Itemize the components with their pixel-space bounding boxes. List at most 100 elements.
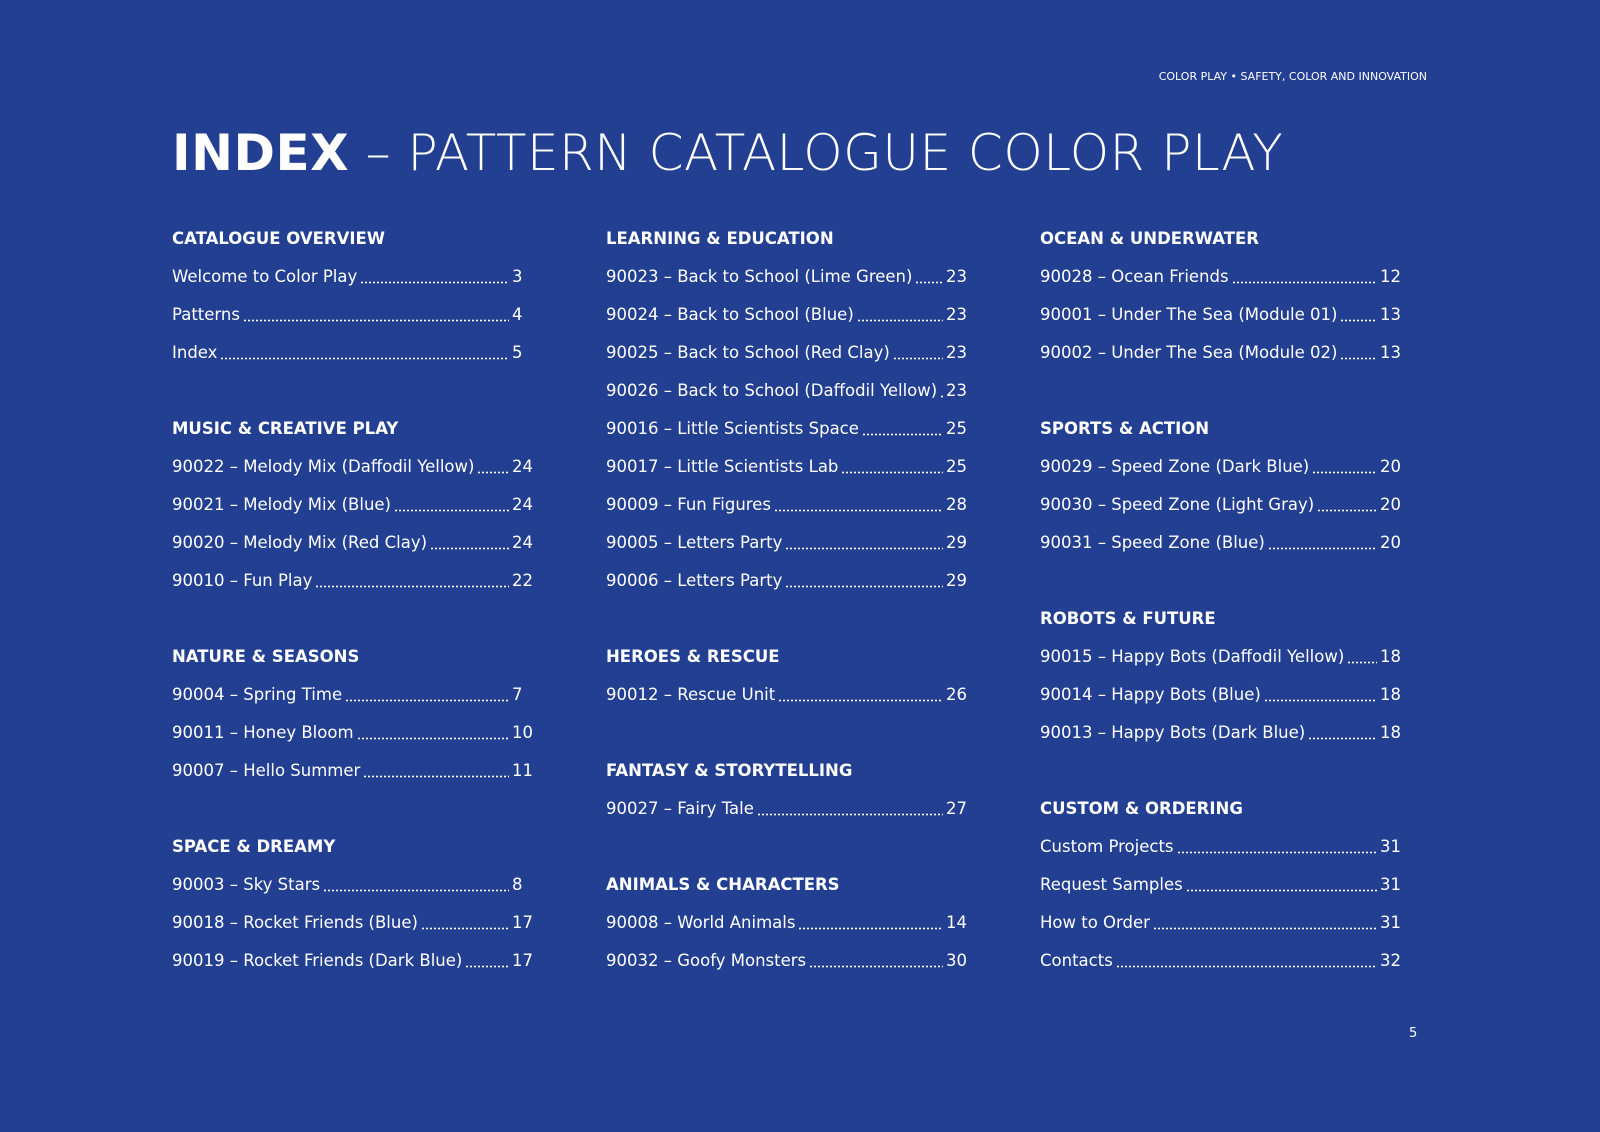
entry-page: 22 — [512, 571, 533, 590]
index-section: ROBOTS & FUTURE 90015 – Happy Bots (Daffo… — [1040, 606, 1402, 758]
entry-label: 90027 – Fairy Tale — [606, 799, 754, 818]
entry-label: 90021 – Melody Mix (Blue) — [172, 495, 391, 514]
index-entry: 90008 – World Animals 14 — [606, 910, 968, 948]
dot-leader — [1185, 872, 1377, 892]
entry-page: 5 — [512, 343, 523, 362]
title: INDEX – PATTERN CATALOGUE COLOR PLAY — [172, 124, 1283, 182]
entry-label: 90009 – Fun Figures — [606, 495, 771, 514]
index-section: OCEAN & UNDERWATER 90028 – Ocean Friends 1… — [1040, 226, 1402, 378]
dot-leader — [360, 264, 509, 284]
entry-page: 28 — [946, 495, 967, 514]
entry-label: 90025 – Back to School (Red Clay) — [606, 343, 890, 362]
entry-page: 18 — [1380, 685, 1401, 704]
index-entry: 90003 – Sky Stars 8 — [172, 872, 534, 910]
entry-page: 24 — [512, 533, 533, 552]
index-entry: 90016 – Little Scientists Space 25 — [606, 416, 968, 454]
entry-page: 17 — [512, 951, 533, 970]
index-entry: 90025 – Back to School (Red Clay) 23 — [606, 340, 968, 378]
entry-label: 90005 – Letters Party — [606, 533, 783, 552]
entry-label: 90032 – Goofy Monsters — [606, 951, 807, 970]
entry-label: 90001 – Under The Sea (Module 01) — [1040, 305, 1338, 324]
entry-page: 23 — [946, 305, 967, 324]
index-entry: 90006 – Letters Party 29 — [606, 568, 968, 606]
entry-label: Contacts — [1040, 951, 1113, 970]
section-title: FANTASY & STORYTELLING — [606, 761, 853, 780]
entry-page: 10 — [512, 723, 533, 742]
entry-page: 20 — [1380, 495, 1401, 514]
entry-page: 23 — [946, 381, 967, 400]
entry-label: 90008 – World Animals — [606, 913, 796, 932]
title-bold: INDEX — [172, 124, 350, 182]
entry-page: 11 — [512, 761, 533, 780]
index-section: HEROES & RESCUE 90012 – Rescue Unit 26 — [606, 644, 968, 720]
index-column: OCEAN & UNDERWATER 90028 – Ocean Friends 1… — [1040, 226, 1402, 1024]
index-entry: 90024 – Back to School (Blue) 23 — [606, 302, 968, 340]
dot-leader — [1115, 948, 1377, 968]
entry-page: 25 — [946, 457, 967, 476]
entry-page: 4 — [512, 305, 523, 324]
section-title: MUSIC & CREATIVE PLAY — [172, 419, 399, 438]
dot-leader — [1152, 910, 1377, 930]
entry-label: Custom Projects — [1040, 837, 1174, 856]
section-title: NATURE & SEASONS — [172, 647, 360, 666]
entry-label: 90018 – Rocket Friends (Blue) — [172, 913, 418, 932]
index-entry: Index 5 — [172, 340, 534, 378]
section-title: LEARNING & EDUCATION — [606, 229, 834, 248]
section-title: SPACE & DREAMY — [172, 837, 336, 856]
index-entry: 90005 – Letters Party 29 — [606, 530, 968, 568]
index-column: CATALOGUE OVERVIEW Welcome to Color Play 3… — [172, 226, 534, 1024]
entry-page: 12 — [1380, 267, 1401, 286]
dot-leader — [940, 378, 943, 398]
entry-label: 90003 – Sky Stars — [172, 875, 321, 894]
section-title: CATALOGUE OVERVIEW — [172, 229, 385, 248]
index-entry: Welcome to Color Play 3 — [172, 264, 534, 302]
index-entry: Contacts 32 — [1040, 948, 1402, 986]
section-title: ANIMALS & CHARACTERS — [606, 875, 840, 894]
section-title: ROBOTS & FUTURE — [1040, 609, 1216, 628]
index-column: LEARNING & EDUCATION 90023 – Back to Scho… — [606, 226, 968, 1024]
index-entry: 90018 – Rocket Friends (Blue) 17 — [172, 910, 534, 948]
dot-leader — [1340, 302, 1377, 322]
entry-label: Index — [172, 343, 218, 362]
index-entry: Request Samples 31 — [1040, 872, 1402, 910]
entry-label: 90019 – Rocket Friends (Dark Blue) — [172, 951, 463, 970]
dot-leader — [915, 264, 943, 284]
entry-label: 90013 – Happy Bots (Dark Blue) — [1040, 723, 1306, 742]
entry-label: 90022 – Melody Mix (Daffodil Yellow) — [172, 457, 475, 476]
entry-page: 29 — [946, 571, 967, 590]
entry-label: 90026 – Back to School (Daffodil Yellow) — [606, 381, 938, 400]
entry-label: 90020 – Melody Mix (Red Clay) — [172, 533, 428, 552]
entry-page: 3 — [512, 267, 523, 286]
dot-leader — [1267, 530, 1377, 550]
index-section: MUSIC & CREATIVE PLAY 90022 – Melody Mix … — [172, 416, 534, 606]
entry-label: 90017 – Little Scientists Lab — [606, 457, 839, 476]
dot-leader — [798, 910, 943, 930]
entry-label: Welcome to Color Play — [172, 267, 358, 286]
index-entry: 90030 – Speed Zone (Light Gray) 20 — [1040, 492, 1402, 530]
dot-leader — [1340, 340, 1377, 360]
index-section: SPACE & DREAMY 90003 – Sky Stars 8 90018 – … — [172, 834, 534, 986]
index-section: ANIMALS & CHARACTERS 90008 – World Animal… — [606, 872, 968, 986]
entry-page: 18 — [1380, 647, 1401, 666]
entry-page: 17 — [512, 913, 533, 932]
dot-leader — [394, 492, 509, 512]
dot-leader — [785, 530, 943, 550]
section-title: CUSTOM & ORDERING — [1040, 799, 1243, 818]
index-entry: 90021 – Melody Mix (Blue) 24 — [172, 492, 534, 530]
dot-leader — [841, 454, 943, 474]
dot-leader — [1263, 682, 1377, 702]
entry-label: 90031 – Speed Zone (Blue) — [1040, 533, 1265, 552]
title-rest: – PATTERN CATALOGUE COLOR PLAY — [349, 124, 1284, 182]
dot-leader — [323, 872, 509, 892]
index-entry: How to Order 31 — [1040, 910, 1402, 948]
dot-leader — [892, 340, 943, 360]
index-section: NATURE & SEASONS 90004 – Spring Time 7 9001… — [172, 644, 534, 796]
page-number: 5 — [1409, 1026, 1418, 1041]
index-entry: 90007 – Hello Summer 11 — [172, 758, 534, 796]
entry-page: 26 — [946, 685, 967, 704]
entry-label: 90029 – Speed Zone (Dark Blue) — [1040, 457, 1310, 476]
entry-page: 20 — [1380, 533, 1401, 552]
entry-label: 90011 – Honey Bloom — [172, 723, 354, 742]
index-entry: 90011 – Honey Bloom 10 — [172, 720, 534, 758]
